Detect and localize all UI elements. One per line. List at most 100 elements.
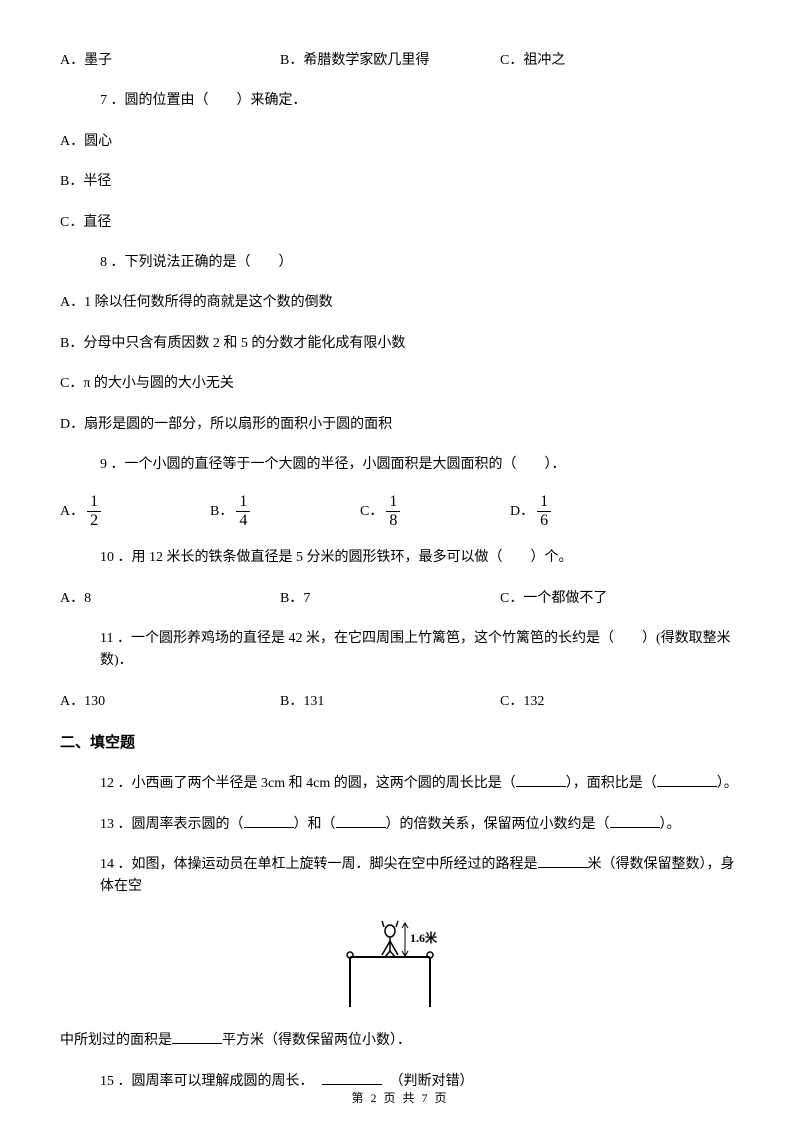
q7-stem: 7 ．圆的位置由（ ）来确定． (60, 90, 740, 112)
frac-num: 1 (537, 494, 551, 512)
fraction: 16 (537, 494, 551, 529)
opt-text: π 的大小与圆的大小无关 (83, 376, 234, 391)
q14-stem-line1: 14 ．如图，体操运动员在单杠上旋转一周．脚尖在空中所经过的路程是米（得数保留整… (60, 854, 740, 899)
blank (336, 814, 386, 828)
q10-opt-a: A．8 (60, 588, 280, 610)
text: 平方米（得数保留两位小数）． (222, 1033, 411, 1048)
q11-opt-c: C．132 (500, 691, 720, 713)
q-num: 9 ． (100, 457, 125, 472)
opt-text: 131 (303, 694, 324, 709)
opt-letter: C． (60, 215, 83, 230)
q8-opt-a: A．1 除以任何数所得的商就是这个数的倒数 (60, 292, 740, 314)
opt-text: 132 (523, 694, 544, 709)
frac-num: 1 (236, 494, 250, 512)
q14-stem-line2: 中所划过的面积是平方米（得数保留两位小数）． (60, 1030, 740, 1052)
q6-options: A．墨子 B．希腊数学家欧几里得 C．祖冲之 (60, 50, 740, 72)
opt-text: 祖冲之 (523, 53, 565, 68)
blank (322, 1071, 382, 1085)
opt-letter: B． (60, 336, 83, 351)
opt-letter: A． (60, 53, 84, 68)
text: 小西画了两个半径是 3cm 和 4cm 的圆，这两个圆的周长比是（ (132, 776, 516, 791)
opt-letter: C． (500, 694, 523, 709)
opt-text: 半径 (83, 174, 111, 189)
q9-opt-a: A．12 (60, 494, 210, 529)
q11-options: A．130 B．131 C．132 (60, 691, 740, 713)
text: 圆周率表示圆的（ (132, 817, 244, 832)
q11-opt-b: B．131 (280, 691, 500, 713)
q7-opt-b: B．半径 (60, 171, 740, 193)
q11-opt-a: A．130 (60, 691, 280, 713)
q-num: 12 ． (100, 776, 132, 791)
q13-stem: 13 ．圆周率表示圆的（）和（）的倍数关系，保留两位小数约是（）。 (60, 814, 740, 836)
gymnast-bar-icon: 1.6米 (330, 917, 470, 1012)
frac-den: 6 (537, 512, 551, 529)
q-num: 13 ． (100, 817, 132, 832)
text: ）。 (660, 817, 681, 832)
text: 圆周率可以理解成圆的周长． (132, 1074, 314, 1089)
q8-opt-c: C．π 的大小与圆的大小无关 (60, 373, 740, 395)
q8-opt-d: D．扇形是圆的一部分，所以扇形的面积小于圆的面积 (60, 414, 740, 436)
opt-letter: A． (60, 134, 84, 149)
opt-letter: B． (280, 53, 303, 68)
q12-stem: 12 ．小西画了两个半径是 3cm 和 4cm 的圆，这两个圆的周长比是（），面… (60, 773, 740, 795)
opt-letter: C． (500, 53, 523, 68)
opt-text: 希腊数学家欧几里得 (303, 53, 429, 68)
text: （判断对错） (390, 1074, 474, 1089)
opt-text: 1 除以任何数所得的商就是这个数的倒数 (84, 295, 333, 310)
q7-opt-c: C．直径 (60, 212, 740, 234)
q10-options: A．8 B．7 C．一个都做不了 (60, 588, 740, 610)
opt-letter: A． (60, 295, 84, 310)
q-num: 15 ． (100, 1074, 132, 1089)
text: ）和（ (294, 817, 336, 832)
q8-stem: 8 ．下列说法正确的是（ ） (60, 252, 740, 274)
opt-text: 直径 (83, 215, 111, 230)
q9-stem: 9 ．一个小圆的直径等于一个大圆的半径，小圆面积是大圆面积的（ ）． (60, 454, 740, 476)
q11-stem: 11 ．一个圆形养鸡场的直径是 42 米，在它四周围上竹篱笆，这个竹篱笆的长约是… (60, 628, 740, 673)
blank (657, 773, 717, 787)
q-text: 一个圆形养鸡场的直径是 42 米，在它四周围上竹篱笆，这个竹篱笆的长约是（ ）(… (100, 631, 731, 668)
opt-letter: C． (360, 501, 383, 523)
q6-opt-c: C．祖冲之 (500, 50, 720, 72)
opt-text: 130 (84, 694, 105, 709)
text: 如图，体操运动员在单杠上旋转一周．脚尖在空中所经过的路程是 (132, 857, 538, 872)
opt-letter: A． (60, 501, 84, 523)
q10-opt-b: B．7 (280, 588, 500, 610)
q9-opt-d: D．16 (510, 494, 660, 529)
q10-opt-c: C．一个都做不了 (500, 588, 720, 610)
frac-num: 1 (87, 494, 101, 512)
opt-letter: A． (60, 694, 84, 709)
q-num: 11 ． (100, 631, 131, 646)
opt-text: 墨子 (84, 53, 112, 68)
q9-opt-c: C．18 (360, 494, 510, 529)
q6-opt-b: B．希腊数学家欧几里得 (280, 50, 500, 72)
opt-letter: C． (60, 376, 83, 391)
fig-label: 1.6米 (410, 930, 438, 945)
q8-opt-b: B．分母中只含有质因数 2 和 5 的分数才能化成有限小数 (60, 333, 740, 355)
q9-opt-b: B．14 (210, 494, 360, 529)
q-text: 用 12 米长的铁条做直径是 5 分米的圆形铁环，最多可以做（ ）个。 (132, 550, 573, 565)
opt-text: 圆心 (84, 134, 112, 149)
frac-num: 1 (386, 494, 400, 512)
blank (538, 854, 588, 868)
frac-den: 2 (87, 512, 101, 529)
text: ）。 (717, 776, 738, 791)
q-text: 圆的位置由（ ）来确定． (125, 93, 307, 108)
blank (610, 814, 660, 828)
opt-text: 7 (303, 591, 310, 606)
opt-text: 一个都做不了 (523, 591, 607, 606)
frac-den: 8 (386, 512, 400, 529)
page-footer: 第 2 页 共 7 页 (0, 1089, 800, 1108)
fraction: 14 (236, 494, 250, 529)
opt-text: 扇形是圆的一部分，所以扇形的面积小于圆的面积 (84, 417, 392, 432)
section2-title: 二、填空题 (60, 731, 740, 755)
opt-letter: B． (60, 174, 83, 189)
blank (516, 773, 566, 787)
blank (244, 814, 294, 828)
opt-text: 分母中只含有质因数 2 和 5 的分数才能化成有限小数 (83, 336, 405, 351)
q14-figure: 1.6米 (60, 917, 740, 1020)
frac-den: 4 (236, 512, 250, 529)
opt-letter: A． (60, 591, 84, 606)
opt-letter: D． (510, 501, 534, 523)
opt-letter: C． (500, 591, 523, 606)
q7-opt-a: A．圆心 (60, 131, 740, 153)
